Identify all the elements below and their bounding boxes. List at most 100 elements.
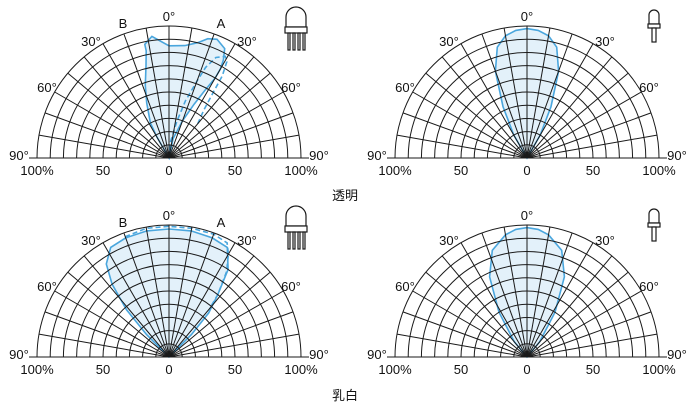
scale-label: 100% — [20, 163, 54, 178]
grid-spoke — [145, 226, 170, 358]
grid-spoke — [168, 290, 284, 358]
polar-panel: 90°60°30°0°30°60°90°100% 50 0 50 100% — [367, 9, 687, 178]
grid-spoke — [441, 56, 528, 159]
scale-label: 50 — [454, 362, 468, 377]
grid-spoke — [396, 134, 528, 159]
grid-spoke — [412, 91, 528, 159]
angle-label-90-left: 90° — [9, 347, 29, 362]
grid-spoke — [67, 72, 170, 159]
grid-spoke — [83, 56, 170, 159]
grid-spoke — [503, 27, 528, 159]
polar-panel: 90°60°30°0°30°60°90°100% 50 0 50 100% — [367, 208, 687, 377]
polar-grid — [29, 224, 309, 358]
angle-label-30-left: 30° — [81, 233, 101, 248]
angle-label-90-right: 90° — [309, 347, 329, 362]
angle-label-30-right: 30° — [237, 34, 257, 49]
panel-group: 90°60°30°0°30°60°90°100% 50 0 50 100%B A90°60… — [9, 6, 687, 377]
grid-spoke — [168, 226, 193, 358]
scale-labels: 100% 50 0 50 100% — [20, 163, 318, 178]
wide-angle-3pin-package-icon — [284, 205, 308, 250]
scale-label: 50 — [96, 362, 110, 377]
scale-labels: 100% 50 0 50 100% — [378, 163, 676, 178]
grid-spoke — [526, 43, 594, 159]
angle-label-30-left: 30° — [439, 233, 459, 248]
angle-label-90-left: 90° — [9, 148, 29, 163]
scale-label: 100% — [642, 362, 676, 377]
grid-spoke — [526, 271, 629, 358]
angle-label-60-left: 60° — [395, 80, 415, 95]
grid-spoke — [168, 255, 255, 358]
grid-spoke — [145, 27, 170, 159]
wide-angle-3pin-package-icon — [284, 6, 308, 51]
grid-spoke — [168, 232, 215, 358]
angle-label-90-right: 90° — [667, 148, 687, 163]
grid-spoke — [526, 56, 613, 159]
polar-grid — [387, 25, 667, 159]
caption-milky-white: 乳白 — [332, 388, 358, 404]
grid-spoke — [526, 134, 658, 159]
narrow-lens-package-icon — [647, 208, 661, 242]
grid-spoke — [44, 311, 170, 358]
grid-spoke — [402, 112, 528, 159]
angle-label-30-right: 30° — [237, 233, 257, 248]
grid-spoke — [44, 112, 170, 159]
grid-spoke — [526, 232, 573, 358]
angle-label-60-right: 60° — [281, 80, 301, 95]
grid-spoke — [526, 290, 642, 358]
grid-spoke — [402, 311, 528, 358]
caption-transparent: 透明 — [332, 189, 358, 204]
grid-spoke — [526, 112, 652, 159]
polar-panel: 90°60°30°0°30°60°90°100% 50 0 50 100%B A — [9, 6, 329, 178]
angle-label-0: 0° — [163, 208, 175, 223]
scale-label: 50 — [96, 163, 110, 178]
grid-spoke — [168, 91, 284, 159]
beam-label-b: B — [119, 16, 128, 31]
grid-spoke — [460, 242, 528, 358]
angle-label-30-right: 30° — [595, 34, 615, 49]
scale-labels: 100% 50 0 50 100% — [20, 362, 318, 377]
radiation-curve-dashed — [124, 225, 230, 309]
grid-spoke — [441, 255, 528, 358]
grid-spoke — [526, 242, 594, 358]
angle-label-0: 0° — [163, 9, 175, 24]
grid-spoke — [526, 91, 642, 159]
angle-label-0: 0° — [521, 208, 533, 223]
scale-label: 0 — [523, 163, 530, 178]
angle-label-0: 0° — [521, 9, 533, 24]
scale-label: 100% — [642, 163, 676, 178]
grid-spoke — [526, 226, 551, 358]
angle-label-60-left: 60° — [395, 279, 415, 294]
grid-spoke — [168, 242, 236, 358]
grid-spoke — [123, 33, 170, 159]
grid-spoke — [168, 43, 236, 159]
grid-spoke — [102, 242, 170, 358]
radiation-curve-solid — [105, 228, 229, 359]
angle-label-90-right: 90° — [309, 148, 329, 163]
grid-spoke — [526, 255, 613, 358]
scale-label: 100% — [378, 362, 412, 377]
grid-spoke — [102, 43, 170, 159]
polar-grid — [29, 25, 309, 159]
angle-label-30-left: 30° — [81, 34, 101, 49]
angle-labels: 90° 60° 30° 0° 30° 60° 90° — [9, 9, 329, 163]
grid-spoke — [168, 311, 294, 358]
grid-spoke — [168, 112, 294, 159]
grid-spoke — [526, 72, 629, 159]
scale-label: 50 — [228, 362, 242, 377]
grid-spoke — [67, 271, 170, 358]
grid-spoke — [168, 333, 300, 358]
scale-label: 0 — [165, 362, 172, 377]
scale-label: 100% — [284, 362, 318, 377]
angle-labels: 90° 60° 30° 0° 30° 60° 90° — [367, 208, 687, 362]
grid-spoke — [503, 226, 528, 358]
scale-label: 50 — [586, 163, 600, 178]
grid-spoke — [481, 33, 528, 159]
grid-spoke — [83, 255, 170, 358]
grid-spoke — [526, 311, 652, 358]
grid-spoke — [526, 27, 551, 159]
narrow-lens-package-icon — [647, 9, 661, 43]
grid-spoke — [54, 91, 170, 159]
grid-spoke — [168, 72, 271, 159]
grid-spoke — [168, 134, 300, 159]
beam-label-b: B — [119, 215, 128, 230]
